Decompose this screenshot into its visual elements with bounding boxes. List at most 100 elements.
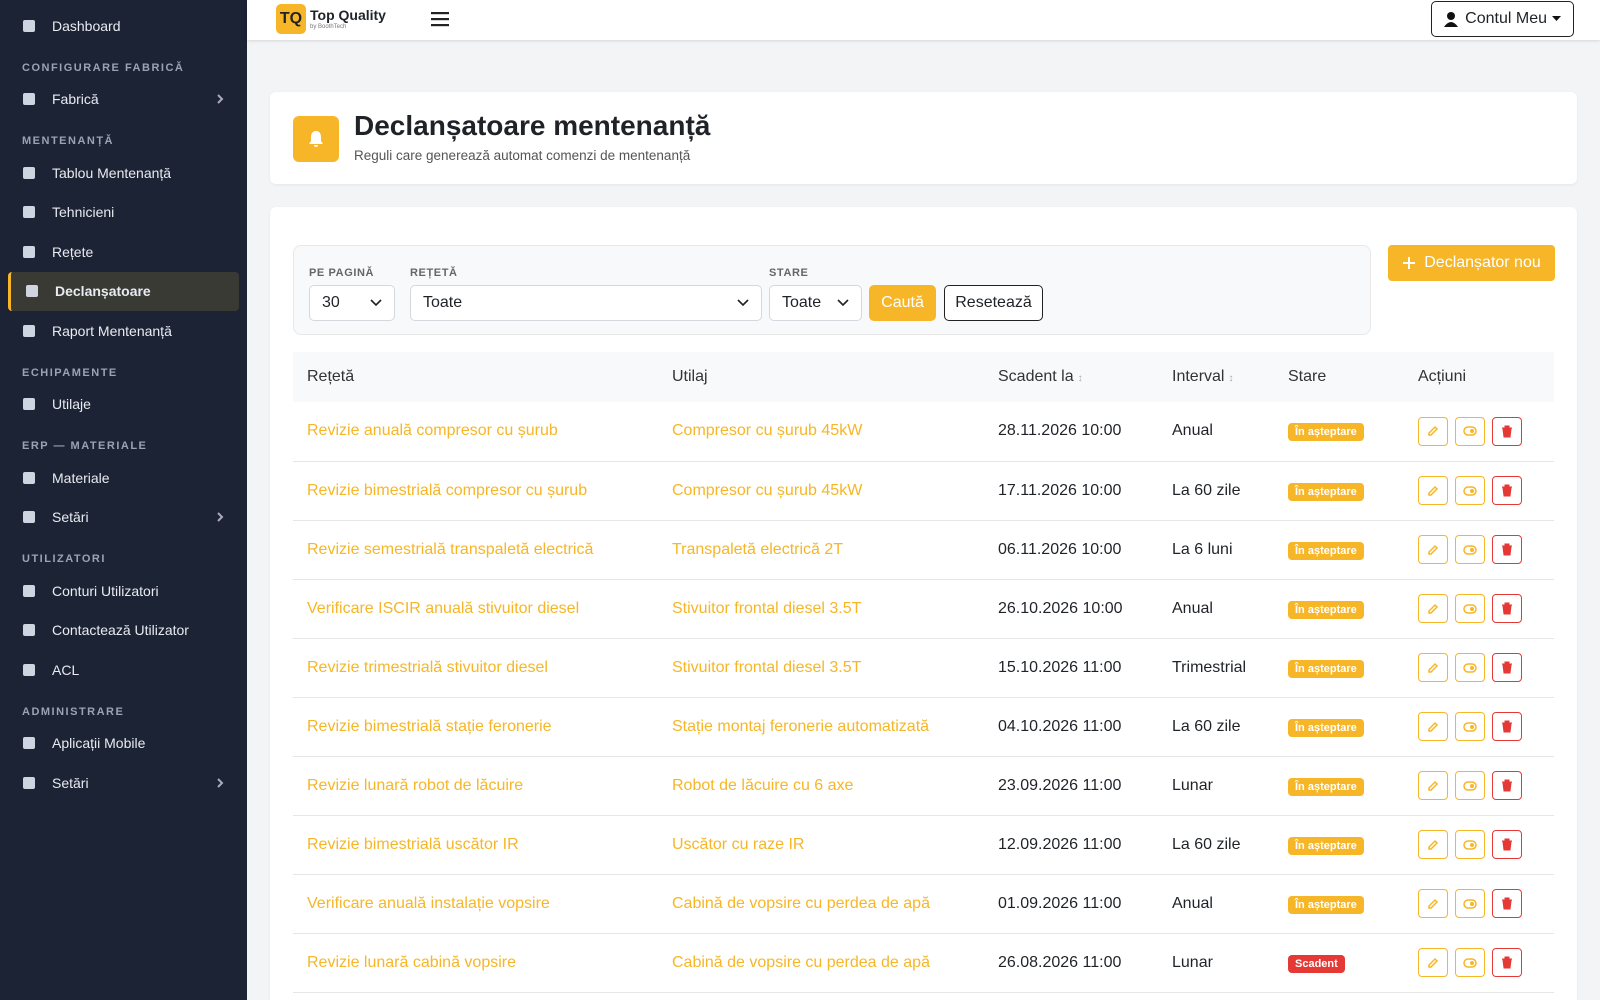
- delete-button[interactable]: [1492, 416, 1522, 446]
- toggle-button[interactable]: [1455, 771, 1485, 800]
- edit-button[interactable]: [1418, 653, 1448, 682]
- toggle-button[interactable]: [1455, 948, 1485, 977]
- delete-button[interactable]: [1492, 830, 1522, 859]
- nav-item[interactable]: Aplicații Mobile: [8, 724, 239, 764]
- triggers-table: Rețetă Utilaj Scadent la ↕ Interval ↕ Stare Acț…: [293, 352, 1554, 993]
- delete-button[interactable]: [1492, 712, 1522, 741]
- recipe-link[interactable]: Revizie lunară robot de lăcuire: [293, 756, 658, 816]
- edit-button[interactable]: [1418, 889, 1448, 918]
- menu-toggle[interactable]: [431, 11, 449, 27]
- nav-heading: CONFIGURARE FABRICĂ: [22, 61, 185, 74]
- status-cell: În așteptare: [1274, 815, 1404, 875]
- toggle-button[interactable]: [1455, 889, 1485, 918]
- search-button[interactable]: Caută: [869, 285, 936, 321]
- recipe-link[interactable]: Verificare ISCIR anuală stivuitor diesel: [293, 579, 658, 639]
- select-value: Toate: [423, 294, 463, 311]
- sort-icon[interactable]: ↕: [1228, 373, 1234, 384]
- delete-button[interactable]: [1492, 889, 1522, 918]
- delete-button[interactable]: [1492, 948, 1522, 977]
- recipe-link[interactable]: Revizie lunară cabină vopsire: [293, 933, 658, 993]
- nav-item[interactable]: Utilaje: [8, 385, 239, 425]
- recipe-link[interactable]: Revizie semestrială transpaletă electric…: [293, 520, 658, 580]
- interval: Lunar: [1158, 756, 1274, 816]
- nav-item[interactable]: Dashboard: [8, 6, 239, 46]
- equipment-link[interactable]: Compresor cu șurub 45kW: [658, 402, 984, 462]
- equipment-link[interactable]: Compresor cu șurub 45kW: [658, 461, 984, 521]
- logo[interactable]: TQ: [276, 4, 306, 34]
- column-header: Acțiuni: [1404, 352, 1554, 402]
- status-cell: În așteptare: [1274, 579, 1404, 639]
- table-body: Revizie anuală compresor cu șurub Compres…: [293, 402, 1554, 993]
- toggle-button[interactable]: [1455, 416, 1485, 446]
- filter-bar: PE PAGINĂ 30 REȚETĂ Toate STARE Toate Ca…: [293, 245, 1371, 335]
- edit-button[interactable]: [1418, 830, 1448, 859]
- nav-item[interactable]: Conturi Utilizatori: [8, 571, 239, 611]
- status-cell: În așteptare: [1274, 874, 1404, 934]
- delete-button[interactable]: [1492, 535, 1522, 564]
- nav-item[interactable]: Materiale: [8, 458, 239, 498]
- edit-button[interactable]: [1418, 416, 1448, 446]
- toggle-button[interactable]: [1455, 594, 1485, 623]
- equipment-link[interactable]: Cabină de vopsire cu perdea de apă: [658, 874, 984, 934]
- new-trigger-button[interactable]: Declanșator nou: [1388, 245, 1555, 281]
- delete-button[interactable]: [1492, 594, 1522, 623]
- per-page-select[interactable]: 30: [309, 285, 395, 321]
- equipment-link[interactable]: Stivuitor frontal diesel 3.5T: [658, 579, 984, 639]
- actions-cell: [1404, 461, 1554, 521]
- delete-button[interactable]: [1492, 476, 1522, 505]
- actions-cell: [1404, 579, 1554, 639]
- nav-item[interactable]: Setări: [8, 498, 239, 538]
- delete-button[interactable]: [1492, 653, 1522, 682]
- delete-button[interactable]: [1492, 771, 1522, 800]
- recipe-link[interactable]: Revizie anuală compresor cu șurub: [293, 402, 658, 462]
- equipment-link[interactable]: Uscător cu raze IR: [658, 815, 984, 875]
- recipe-link[interactable]: Revizie trimestrială stivuitor diesel: [293, 638, 658, 698]
- page-header: Declanșatoare mentenanță Reguli care gen…: [270, 92, 1577, 184]
- status-select[interactable]: Toate: [769, 285, 862, 321]
- recipe-link[interactable]: Revizie bimestrială uscător IR: [293, 815, 658, 875]
- nav-item[interactable]: ACL: [8, 650, 239, 690]
- equipment-link[interactable]: Cabină de vopsire cu perdea de apă: [658, 933, 984, 993]
- recipe-link[interactable]: Revizie bimestrială stație feronerie: [293, 697, 658, 757]
- sort-icon[interactable]: ↕: [1077, 373, 1083, 384]
- equipment-link[interactable]: Transpaletă electrică 2T: [658, 520, 984, 580]
- nav-item[interactable]: Setări: [8, 763, 239, 803]
- nav-label: Conturi Utilizatori: [52, 582, 159, 599]
- nav-label: Setări: [52, 774, 89, 791]
- nav-label: Tehnicieni: [52, 204, 115, 221]
- nav-item[interactable]: Fabrică: [8, 80, 239, 120]
- nav-item[interactable]: Contactează Utilizator: [8, 611, 239, 651]
- recipe-link[interactable]: Verificare anuală instalație vopsire: [293, 874, 658, 934]
- toggle-button[interactable]: [1455, 830, 1485, 859]
- reset-button[interactable]: Resetează: [944, 285, 1043, 321]
- nav-item[interactable]: Tehnicieni: [8, 193, 239, 233]
- nav-item[interactable]: Tablou Mentenanță: [8, 153, 239, 193]
- interval: Trimestrial: [1158, 638, 1274, 698]
- recipe-link[interactable]: Revizie bimestrială compresor cu șurub: [293, 461, 658, 521]
- toggle-button[interactable]: [1455, 653, 1485, 682]
- nav-label: Fabrică: [52, 91, 99, 108]
- edit-button[interactable]: [1418, 771, 1448, 800]
- toggle-button[interactable]: [1455, 476, 1485, 505]
- account-button[interactable]: Contul Meu: [1431, 1, 1574, 37]
- edit-button[interactable]: [1418, 476, 1448, 505]
- edit-button[interactable]: [1418, 948, 1448, 977]
- nav-label: Aplicații Mobile: [52, 735, 146, 752]
- equipment-link[interactable]: Robot de lăcuire cu 6 axe: [658, 756, 984, 816]
- nav-item[interactable]: Raport Mentenanță: [8, 311, 239, 351]
- actions-cell: [1404, 815, 1554, 875]
- toggle-button[interactable]: [1455, 712, 1485, 741]
- edit-button[interactable]: [1418, 594, 1448, 623]
- due-date: 28.11.2026 10:00: [984, 402, 1158, 462]
- filter-label: PE PAGINĂ: [309, 267, 375, 279]
- account-label: Contul Meu: [1465, 10, 1547, 27]
- edit-button[interactable]: [1418, 712, 1448, 741]
- nav-item[interactable]: Declanșatoare: [8, 271, 239, 311]
- equipment-link[interactable]: Stivuitor frontal diesel 3.5T: [658, 638, 984, 698]
- edit-button[interactable]: [1418, 535, 1448, 564]
- equipment-link[interactable]: Stație montaj feronerie automatizată: [658, 697, 984, 757]
- toggle-button[interactable]: [1455, 535, 1485, 564]
- nav-item[interactable]: Rețete: [8, 232, 239, 272]
- recipe-select[interactable]: Toate: [410, 285, 762, 321]
